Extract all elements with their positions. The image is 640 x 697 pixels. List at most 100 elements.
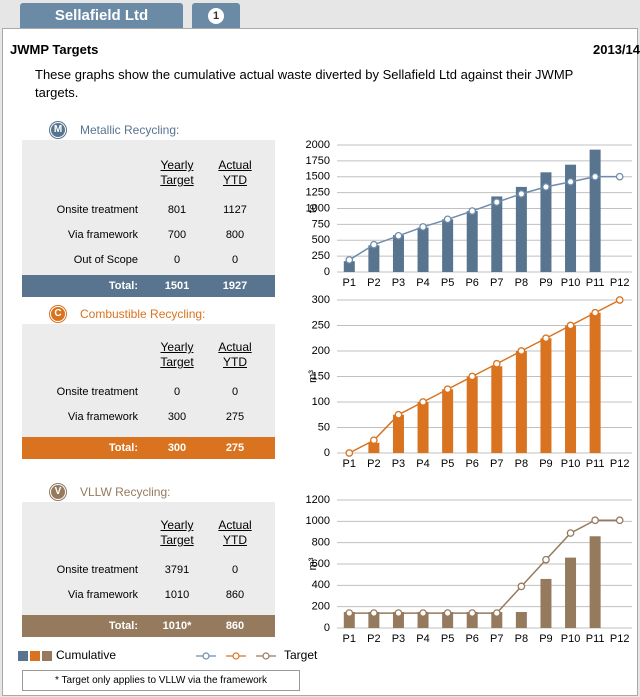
y-tick-label: 1000: [306, 202, 330, 214]
target-point: [591, 308, 599, 317]
target-point: [345, 609, 354, 617]
y-tick-label: 0: [324, 622, 330, 634]
total-bar: [22, 615, 275, 637]
y-tick-label: 750: [312, 218, 330, 230]
table-bg: [22, 324, 275, 437]
y-tick-label: 250: [312, 250, 330, 262]
row-label: Out of Scope: [73, 254, 138, 266]
table-header: Actual YTD: [218, 158, 252, 187]
x-tick-label: P12: [610, 458, 630, 470]
target-point: [542, 334, 550, 343]
intro: These graphs show the cumulative actual …: [35, 67, 574, 100]
tab[interactable]: 1: [192, 3, 240, 28]
table-cell: 0: [173, 254, 181, 266]
x-tick-label: P2: [367, 458, 380, 470]
x-tick-label: P9: [539, 277, 552, 289]
bar: [540, 578, 552, 628]
y-tick-label: 1000: [306, 515, 330, 527]
total-label: Total:: [108, 620, 138, 632]
target-point: [517, 347, 526, 355]
tab[interactable]: Sellafield Ltd: [20, 3, 183, 28]
y-tick-label: 50: [318, 421, 330, 433]
table-header: Actual YTD: [218, 340, 252, 369]
target-point: [370, 609, 378, 617]
bar: [392, 612, 404, 628]
x-tick-label: P4: [416, 458, 429, 470]
target-point: [542, 555, 550, 564]
table-cell: 700: [167, 229, 187, 241]
y-tick-label: 200: [312, 601, 330, 613]
legend-marker: [232, 652, 240, 660]
x-tick-label: P11: [586, 633, 605, 645]
x-tick-label: P11: [586, 458, 605, 470]
legend-swatch: [42, 651, 52, 661]
y-tick-label: 1250: [306, 187, 330, 199]
bar: [565, 557, 577, 628]
bar: [442, 389, 454, 453]
section-title: VLLW Recycling:: [80, 485, 171, 499]
x-tick-label: P1: [343, 633, 356, 645]
target-point: [345, 449, 354, 457]
target-point: [566, 177, 575, 186]
x-tick-label: P4: [416, 633, 429, 645]
x-tick-label: P1: [343, 458, 356, 470]
header-year: 2013/14: [593, 42, 640, 57]
bar: [589, 149, 601, 272]
bar: [491, 196, 503, 272]
section-title: Combustible Recycling:: [80, 307, 206, 321]
x-tick-label: P3: [392, 458, 405, 470]
header-title: JWMP Targets: [10, 42, 99, 57]
row-label: Onsite treatment: [56, 386, 138, 398]
table-header: Yearly Target: [160, 518, 194, 547]
target-point: [345, 256, 354, 264]
total-bar: [22, 275, 275, 297]
total-cell: 275: [225, 442, 245, 454]
target-point: [492, 198, 501, 206]
tab-number: 1: [208, 8, 224, 24]
bar: [515, 186, 527, 272]
bar: [540, 172, 552, 272]
total-cell: 1927: [222, 280, 248, 292]
target-point: [419, 398, 427, 406]
total-cell: 1010*: [162, 620, 192, 632]
row-label: Onsite treatment: [56, 204, 138, 216]
target-point: [468, 207, 477, 215]
bar: [589, 312, 601, 453]
target-point: [517, 190, 526, 198]
table-bg: [22, 140, 275, 275]
table-header: Yearly Target: [160, 340, 194, 369]
x-tick-label: P8: [515, 458, 528, 470]
y-tick-label: 250: [312, 319, 330, 331]
x-tick-label: P8: [515, 633, 528, 645]
y-axis-label: m³: [307, 370, 319, 383]
target-point: [468, 609, 477, 617]
bar: [417, 402, 429, 453]
bar: [442, 219, 454, 272]
y-tick-label: 150: [312, 370, 330, 382]
legend-marker: [262, 652, 270, 660]
x-tick-label: P5: [441, 633, 454, 645]
target-line: [348, 299, 621, 454]
bar: [392, 414, 404, 453]
table-cell: 1010: [164, 589, 190, 601]
section-title: Metallic Recycling:: [80, 123, 180, 137]
target-point: [566, 529, 575, 537]
y-tick-label: 0: [324, 447, 330, 459]
bar: [491, 366, 503, 453]
x-tick-label: P3: [392, 277, 405, 289]
bar: [417, 612, 429, 628]
bar: [417, 227, 429, 272]
x-tick-label: P10: [561, 633, 581, 645]
x-tick-label: P5: [441, 458, 454, 470]
bar: [515, 351, 527, 453]
table-cell: 275: [225, 411, 245, 423]
row-label: Via framework: [67, 589, 138, 601]
bar: [442, 612, 454, 628]
legend-label: Target: [284, 648, 318, 662]
target-point: [370, 436, 378, 445]
target-line: [348, 175, 620, 261]
bar: [343, 261, 355, 272]
y-tick-label: 200: [312, 345, 330, 357]
